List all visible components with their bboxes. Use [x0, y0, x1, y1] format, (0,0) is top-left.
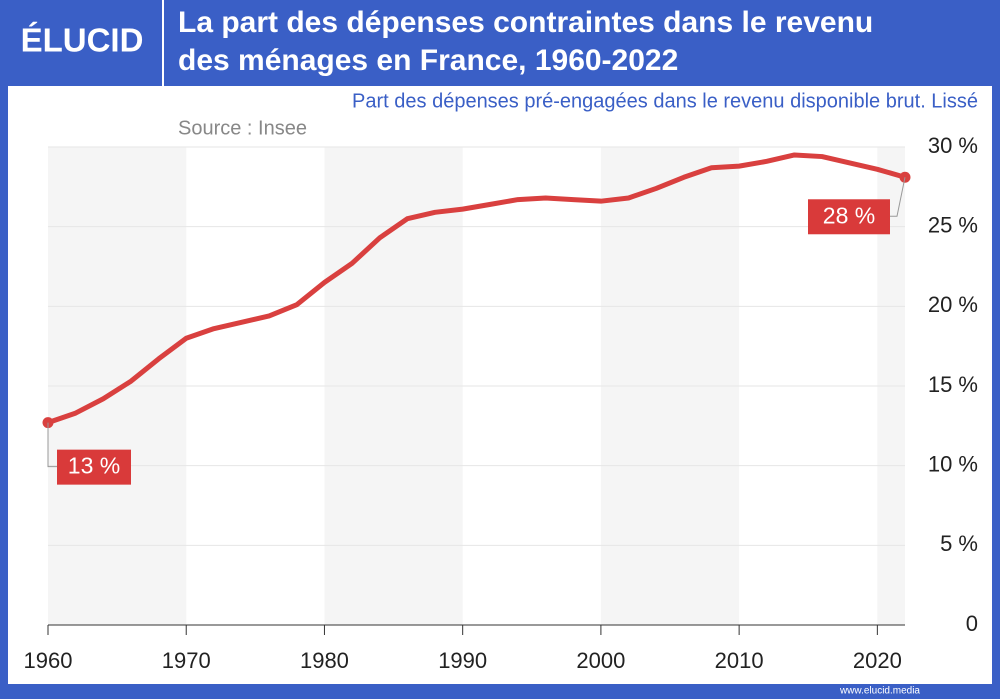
y-tick-label: 10 %: [928, 451, 978, 476]
y-tick-label: 5 %: [940, 531, 978, 556]
label-connector: [47, 422, 57, 468]
y-tick-label: 0: [966, 611, 978, 636]
y-tick-label: 20 %: [928, 292, 978, 317]
x-tick-label: 2010: [715, 648, 764, 673]
data-label: 13 %: [68, 453, 120, 479]
label-box: [57, 449, 131, 485]
label-box: [808, 199, 890, 235]
y-tick-label: 30 %: [928, 133, 978, 158]
footer: www.elucid.media: [839, 686, 920, 697]
x-tick-label: 2020: [853, 648, 902, 673]
label-connector: [890, 177, 906, 217]
x-tick-label: 1990: [438, 648, 487, 673]
x-tick-label: 1960: [24, 648, 73, 673]
data-line: [45, 152, 908, 426]
x-tick-label: 1970: [162, 648, 211, 673]
data-label: 28 %: [823, 202, 875, 228]
y-tick-label: 25 %: [928, 212, 978, 237]
x-tick-label: 2000: [576, 648, 625, 673]
subtitle: Part des dépenses pré-engagées dans le r…: [352, 90, 978, 112]
plot-area: 0 5 % 10 % 15 % 20 % 25 % 30 % 1960 1970 1980 1990…: [24, 133, 978, 673]
chart-title: des ménages en France, 1960-2022: [178, 44, 678, 77]
logo: ÉLUCID: [21, 22, 144, 59]
y-tick-label: 15 %: [928, 372, 978, 397]
source: Source : Insee: [178, 117, 307, 139]
chart-title: La part des dépenses contraintes dans le…: [178, 6, 873, 39]
x-tick-label: 1980: [300, 648, 349, 673]
